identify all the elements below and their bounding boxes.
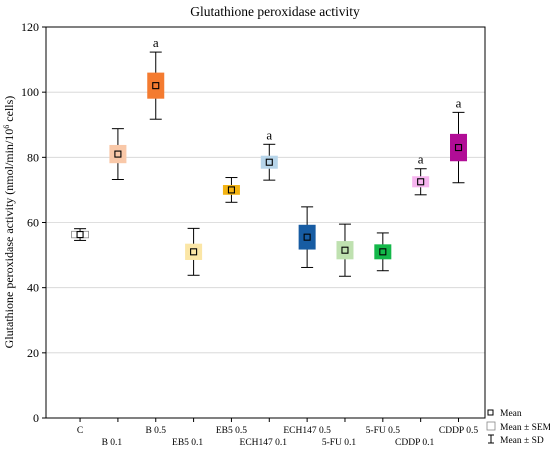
mean-marker — [114, 150, 122, 158]
chart-title: Glutathione peroxidase activity — [190, 4, 360, 19]
legend-sem-marker — [486, 421, 496, 431]
mean-marker — [454, 144, 463, 152]
group-b-0-1 — [109, 128, 127, 180]
mean-marker — [152, 82, 160, 90]
mean-marker — [303, 233, 311, 241]
sem-box — [185, 243, 203, 260]
group-eb5-0-5 — [222, 177, 240, 203]
mean-marker — [379, 248, 387, 256]
x-tick-label: CDDP 0.1 — [395, 438, 434, 448]
mean-marker — [265, 158, 273, 166]
y-tick-label: 20 — [27, 346, 39, 360]
y-axis-label-main: Glutathione peroxidase activity (nmol/mi… — [2, 129, 16, 349]
x-tick-label: EB5 0.5 — [216, 426, 247, 436]
group-ech147-0-1: a — [260, 127, 278, 181]
x-tick-label: B 0.1 — [102, 438, 123, 448]
sem-box — [260, 155, 278, 169]
group-5-fu-0-1 — [336, 223, 354, 277]
significance-label: a — [266, 127, 272, 142]
y-tick-label: 60 — [27, 216, 39, 230]
mean-marker — [227, 186, 235, 194]
significance-label: a — [153, 35, 159, 50]
group-cddp-0-5: a — [450, 95, 468, 184]
y-tick-label: 40 — [27, 281, 39, 295]
y-tick-label: 0 — [33, 411, 39, 425]
sem-box — [298, 224, 316, 250]
sem-box — [450, 133, 468, 162]
group-ech147-0-5 — [298, 206, 316, 268]
x-tick-label: EB5 0.1 — [172, 438, 203, 448]
y-tick-label: 120 — [21, 20, 39, 34]
x-tick-label: CDDP 0.5 — [439, 426, 478, 436]
x-tick-label: ECH147 0.1 — [240, 438, 288, 448]
sem-box — [109, 144, 127, 164]
group-cddp-0-1: a — [412, 152, 430, 196]
x-tick-label: C — [77, 426, 83, 436]
group-b-0-5: a — [147, 35, 165, 120]
sem-box — [147, 72, 165, 99]
x-tick-label: B 0.5 — [145, 426, 166, 436]
y-axis-label-superscript: 6 — [2, 125, 11, 129]
group-5-fu-0-5 — [374, 232, 392, 272]
y-tick-label: 100 — [21, 85, 39, 99]
sem-box — [412, 176, 430, 188]
x-axis: C B 0.1 B 0.5 EB5 0.1 EB5 0.5 ECH147 0.1 ECH14… — [77, 418, 478, 448]
sem-box — [336, 241, 354, 260]
y-axis: 0 20 40 60 80 100 120 — [21, 20, 46, 425]
y-axis-label-end: cells) — [2, 96, 16, 125]
y-tick-label: 80 — [27, 150, 39, 164]
legend-mean-marker — [487, 409, 494, 416]
legend-mean-label: Mean — [500, 409, 522, 419]
mean-marker — [190, 248, 198, 256]
y-axis-label: Glutathione peroxidase activity (nmol/mi… — [2, 96, 16, 349]
sem-box — [374, 244, 392, 260]
significance-label: a — [456, 95, 462, 110]
legend-sd-label: Mean ± SD — [500, 436, 544, 446]
x-tick-label: ECH147 0.5 — [283, 426, 331, 436]
mean-marker — [341, 246, 349, 254]
group-c — [71, 228, 89, 241]
x-tick-label: 5-FU 0.5 — [366, 426, 401, 436]
series-boxes: a a a a — [71, 35, 468, 277]
sem-box — [71, 230, 89, 239]
legend-sem-label: Mean ± SEM — [500, 423, 550, 433]
legend: Mean Mean ± SEM Mean ± SD — [486, 409, 550, 446]
legend-sd-marker — [488, 434, 494, 444]
x-tick-label: 5-FU 0.1 — [322, 438, 357, 448]
mean-marker — [417, 178, 425, 186]
sem-box — [222, 185, 240, 195]
mean-marker — [76, 231, 84, 239]
significance-label: a — [418, 152, 424, 167]
group-eb5-0-1 — [185, 227, 203, 276]
